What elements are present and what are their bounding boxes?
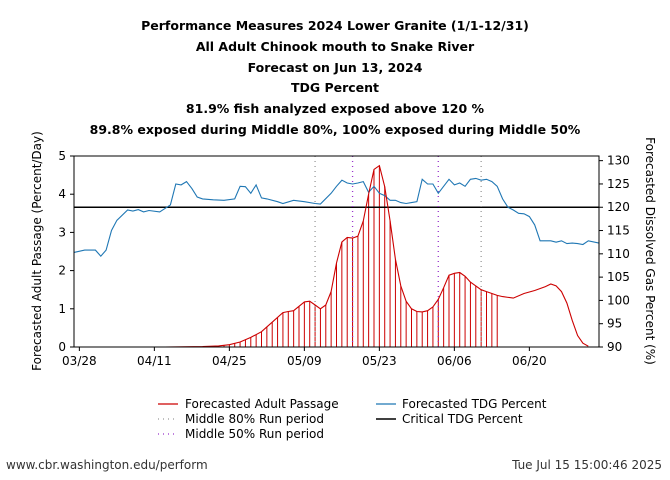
series-lines (73, 156, 600, 348)
chart-subtitle-run-exposure: 89.8% exposed during Middle 80%, 100% ex… (89, 121, 581, 137)
chart-subtitle-exposure: 81.9% fish analyzed exposed above 120 % (185, 101, 485, 117)
y-left-tick-label: 4 (58, 187, 66, 201)
plot-frame (73, 155, 600, 348)
x-tick-label: 03/28 (62, 354, 97, 368)
y-right-tick-label: 90 (607, 340, 622, 354)
x-tick-label: 05/09 (287, 354, 322, 368)
x-tick-label: 04/11 (137, 354, 172, 368)
y-left-tick-label: 5 (58, 149, 66, 163)
plot-border (73, 155, 600, 348)
y-left-tick-label: 3 (58, 225, 66, 239)
legend-label-passage: Forecasted Adult Passage (185, 397, 339, 411)
tdg-series-line (73, 177, 600, 258)
y-right-tick-label: 130 (607, 154, 630, 168)
y-axis-left-label: Forecasted Adult Passage (Percent/Day) (30, 131, 44, 371)
y-right-tick-label: 115 (607, 224, 630, 238)
chart-title-block: Performance Measures 2024 Lower Granite … (0, 16, 670, 141)
y-right-tick-label: 105 (607, 270, 630, 284)
chart-title: Performance Measures 2024 Lower Granite … (141, 18, 529, 33)
y-left-tick-label: 2 (58, 264, 66, 278)
y-right-tick-label: 110 (607, 247, 630, 261)
chart-subtitle-species: All Adult Chinook mouth to Snake River (195, 38, 475, 54)
y-right-tick-label: 95 (607, 317, 622, 331)
chart-subtitle-measure: TDG Percent (290, 80, 380, 96)
passage-bars (186, 165, 498, 347)
passage-series-line (74, 164, 589, 348)
legend-label-mid50: Middle 50% Run period (185, 427, 324, 441)
legend: Forecasted Adult Passage Middle 80% Run … (158, 397, 547, 441)
legend-label-critical: Critical TDG Percent (402, 412, 523, 426)
legend-label-mid80: Middle 80% Run period (185, 412, 324, 426)
y-axis-right-label: Forecasted Dissolved Gas Percent (%) (643, 137, 657, 365)
x-tick-label: 06/06 (437, 354, 472, 368)
y-left-tick-label: 0 (58, 340, 66, 354)
axes: 0 1 2 3 4 5 90 95 100 105 110 115 120 125 130 03/28 04/1… (58, 149, 630, 368)
source-url: www.cbr.washington.edu/perform (6, 458, 208, 472)
legend-label-tdg: Forecasted TDG Percent (402, 397, 547, 411)
chart-subtitle-forecast-date: Forecast on Jun 13, 2024 (247, 59, 423, 75)
y-right-tick-label: 120 (607, 200, 630, 214)
generated-timestamp: Tue Jul 15 15:00:46 2025 (512, 458, 662, 472)
x-tick-label: 05/23 (362, 354, 397, 368)
y-right-tick-label: 100 (607, 293, 630, 307)
y-left-tick-label: 1 (58, 302, 66, 316)
x-tick-label: 04/25 (212, 354, 247, 368)
x-tick-label: 06/20 (512, 354, 547, 368)
y-right-tick-label: 125 (607, 177, 630, 191)
